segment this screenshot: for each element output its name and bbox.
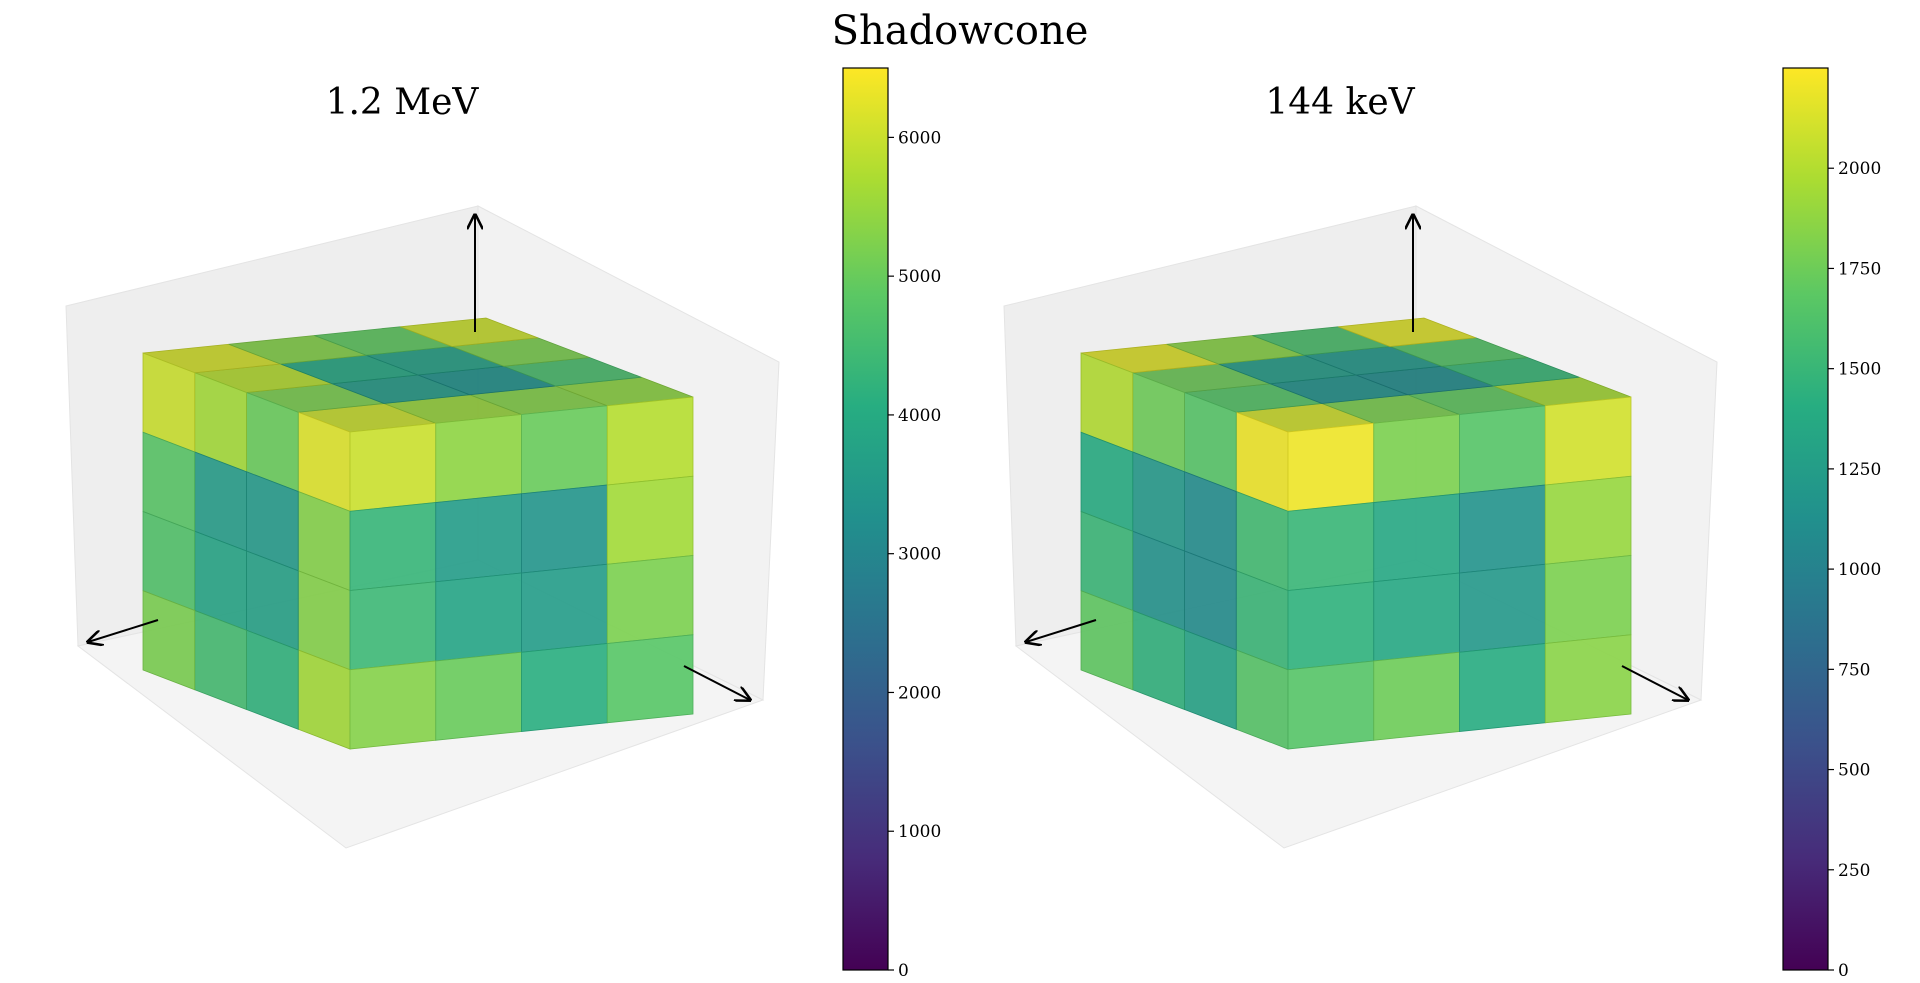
voxel-top-cell <box>1338 317 1476 347</box>
voxel-front-cell <box>435 572 522 662</box>
voxel-front-cell <box>606 555 694 644</box>
voxel-front-cell <box>1287 502 1375 591</box>
voxel-plot-1-2-mev <box>65 205 780 849</box>
colorbar-1-2-mev: 0 1000 2000 3000 4000 5000 6000 <box>842 67 941 981</box>
colorbar-tick-label: 750 <box>1838 660 1870 680</box>
colorbar-tick-label: 5000 <box>898 267 941 287</box>
voxel-front-cell <box>1287 581 1375 671</box>
figure-title: Shadowcone <box>831 8 1089 54</box>
axis-arrow <box>1621 665 1688 700</box>
voxel-front-cell <box>1373 651 1460 741</box>
colorbar-tick-label: 1250 <box>1838 460 1881 480</box>
voxel-front-cell <box>606 634 694 724</box>
colorbar-gradient <box>1782 67 1829 971</box>
voxel-front-cell <box>1544 396 1632 486</box>
voxel-front-cell <box>521 484 608 574</box>
voxel-left-cell <box>1080 590 1134 691</box>
colorbar-tick-label: 4000 <box>898 406 941 426</box>
voxel-front-cell <box>1373 414 1460 503</box>
voxel-front-cell <box>1459 484 1546 574</box>
voxel-plot-144-kev <box>1003 205 1718 849</box>
voxel-front-cell <box>521 643 608 732</box>
voxel-front-cell <box>1459 643 1546 732</box>
axis-arrow <box>683 665 750 700</box>
colorbar-gradient <box>842 67 889 971</box>
colorbar-tick-label: 6000 <box>898 128 941 148</box>
axis-arrow <box>1026 619 1097 642</box>
colorbar-tick-label: 1500 <box>1838 360 1881 380</box>
colorbar-144-kev: 0 250 500 750 1000 1250 1500 1750 2000 <box>1782 67 1881 981</box>
voxel-front-cell <box>1544 475 1632 565</box>
panel-title-right: 144 keV <box>1265 82 1415 123</box>
voxel-front-cell <box>435 493 522 583</box>
colorbar-tick-label: 1750 <box>1838 259 1881 279</box>
colorbar-tick-label: 250 <box>1838 861 1870 881</box>
voxel-front-cell <box>349 502 437 591</box>
voxel-front-cell <box>349 581 437 671</box>
voxel-front-cell <box>1287 660 1375 750</box>
voxel-front-cell <box>1373 572 1460 662</box>
voxel-front-cell <box>349 660 437 750</box>
colorbar-tick-label: 0 <box>898 961 909 981</box>
voxel-front-cell <box>349 422 437 512</box>
voxel-front-cell <box>1287 422 1375 512</box>
voxel-front-cell <box>521 405 608 495</box>
voxel-front-cell <box>606 396 694 486</box>
voxel-front-cell <box>606 475 694 565</box>
colorbar-tick-label: 1000 <box>1838 560 1881 580</box>
colorbar-tick-label: 1000 <box>898 822 941 842</box>
voxel-front-cell <box>1373 493 1460 583</box>
voxel-front-cell <box>1459 563 1546 653</box>
colorbar-tick-label: 2000 <box>1838 159 1881 179</box>
voxel-front-cell <box>521 563 608 653</box>
voxel-front-cell <box>1459 405 1546 495</box>
colorbar-tick-label: 0 <box>1838 961 1849 981</box>
colorbar-tick-label: 3000 <box>898 545 941 565</box>
voxel-front-cell <box>435 651 522 741</box>
panel-title-left: 1.2 MeV <box>325 82 479 123</box>
voxel-front-cell <box>1544 555 1632 644</box>
voxel-left-cell <box>142 590 196 691</box>
voxel-front-cell <box>1544 634 1632 724</box>
axis-arrow <box>88 619 159 642</box>
voxel-top-cell <box>400 317 538 347</box>
colorbar-tick-label: 2000 <box>898 683 941 703</box>
colorbar-tick-label: 500 <box>1838 761 1870 781</box>
voxel-front-cell <box>435 414 522 503</box>
